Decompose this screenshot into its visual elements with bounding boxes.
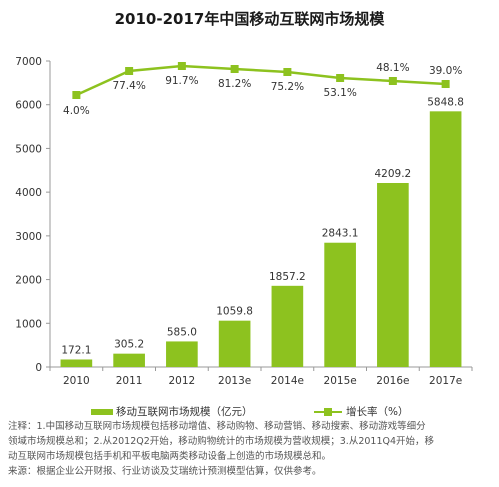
growth-value-label: 81.2% [218,78,251,90]
x-tick-label: 2012 [169,375,196,387]
growth-value-label: 48.1% [376,62,409,74]
growth-point [336,74,345,82]
bar [113,353,145,367]
y-tick-label: 2000 [15,275,42,287]
bar [429,111,462,367]
growth-point [441,80,450,88]
bar [60,359,93,367]
legend-item-line: 增长率（%） [314,404,408,419]
growth-point [230,65,239,73]
y-tick-label: 3000 [15,231,42,243]
y-tick-label: 6000 [15,100,42,112]
x-tick-label: 2015e [324,375,357,387]
legend-item-bar: 移动互联网市场规模（亿元） [91,404,253,419]
legend-bar-swatch [91,408,113,415]
x-tick-label: 2014e [271,375,304,387]
growth-point [72,91,81,99]
growth-point [283,68,292,76]
bar-value-label: 5848.8 [427,96,464,108]
y-tick-label: 1000 [15,318,42,330]
footnote: 注释：1.中国移动互联网市场规模包括移动增值、移动购物、移动营销、移动搜索、移动… [8,419,494,479]
growth-value-label: 53.1% [323,87,356,99]
growth-line [75,64,446,97]
legend-line-swatch [314,407,342,416]
growth-value-label: 91.7% [165,75,198,87]
growth-value-label: 39.0% [429,65,462,77]
x-tick-label: 2013e [218,375,251,387]
bar-value-label: 172.1 [61,344,91,356]
legend-line-label: 增长率（%） [346,406,409,418]
x-tick-label: 2010 [63,375,90,387]
y-tick-label: 4000 [15,187,42,199]
footnote-line-3: 动互联网市场规模包括手机和平板电脑两类移动设备上创造的市场规模总和。 [8,451,332,462]
bar-value-label: 2843.1 [322,228,359,240]
legend-bar-label: 移动互联网市场规模（亿元） [116,406,253,418]
growth-value-label: 77.4% [112,80,145,92]
footnote-line-2: 领域市场规模总和；2.从2012Q2开始，移动购物统计的市场规模为营收规模；3.… [8,436,435,447]
chart-canvas: 0 1000 2000 3000 4000 5000 6000 7000 2010 2011 201… [15,56,473,387]
growth-value-label: 4.0% [63,105,90,117]
bar-value-label: 1059.8 [216,306,253,318]
x-tick-label: 2016e [376,375,409,387]
y-tick-label: 7000 [15,56,42,68]
bar [218,320,251,367]
bar [166,341,198,367]
bar-value-label: 4209.2 [375,168,412,180]
growth-point [177,62,186,70]
x-tick-label: 2017e [429,375,462,387]
bar [377,182,409,367]
footnote-line-1: 注释：1.中国移动互联网市场规模包括移动增值、移动购物、移动营销、移动搜索、移动… [8,421,426,432]
bar-value-label: 305.2 [114,339,144,351]
growth-point [125,67,134,75]
y-tick-label: 5000 [15,143,42,155]
x-tick-label: 2011 [116,375,143,387]
bar-value-label: 1857.2 [269,271,306,283]
bar [271,285,304,367]
growth-value-label: 75.2% [271,81,304,93]
bar-value-label: 585.0 [167,326,197,338]
chart-title: 2010-2017年中国移动互联网市场规模 [114,10,385,28]
growth-point [388,77,397,85]
bar [324,242,356,367]
footnote-line-4: 来源：根据企业公开财报、行业访谈及艾瑞统计预测模型估算，仅供参考。 [8,466,322,477]
y-tick-label: 0 [35,362,42,374]
